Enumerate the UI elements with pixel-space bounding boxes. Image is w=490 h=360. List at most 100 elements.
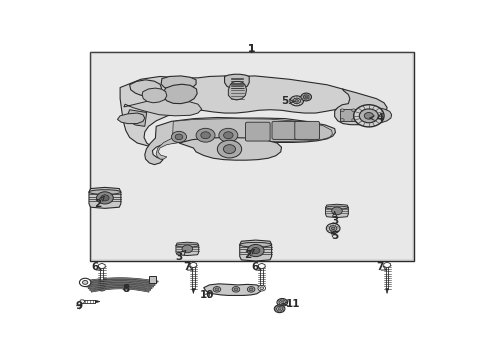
Bar	[82, 300, 96, 303]
Polygon shape	[120, 76, 354, 147]
Circle shape	[354, 105, 384, 127]
Circle shape	[303, 95, 309, 99]
Polygon shape	[386, 288, 389, 293]
Circle shape	[247, 244, 264, 257]
Bar	[90, 51, 415, 261]
Text: 1: 1	[247, 44, 255, 54]
Circle shape	[277, 298, 288, 306]
Circle shape	[352, 109, 356, 112]
Polygon shape	[89, 188, 121, 208]
Circle shape	[234, 288, 238, 291]
Circle shape	[329, 226, 337, 231]
Polygon shape	[224, 74, 249, 89]
Polygon shape	[179, 138, 281, 160]
Circle shape	[305, 96, 308, 98]
Circle shape	[223, 145, 236, 153]
Circle shape	[260, 287, 264, 290]
Polygon shape	[88, 284, 152, 289]
Circle shape	[341, 118, 344, 121]
Polygon shape	[384, 262, 391, 268]
Circle shape	[293, 98, 300, 104]
Circle shape	[369, 118, 373, 121]
Circle shape	[101, 195, 109, 201]
Polygon shape	[163, 84, 197, 104]
Circle shape	[201, 132, 210, 139]
Polygon shape	[161, 76, 196, 90]
Circle shape	[301, 93, 312, 101]
Polygon shape	[190, 262, 196, 268]
Polygon shape	[156, 118, 332, 159]
Circle shape	[251, 247, 260, 253]
Polygon shape	[228, 81, 246, 100]
Circle shape	[359, 109, 378, 123]
Polygon shape	[118, 113, 145, 123]
Ellipse shape	[176, 244, 199, 247]
Circle shape	[175, 134, 183, 140]
Circle shape	[358, 109, 362, 112]
Text: 2: 2	[244, 249, 254, 260]
Circle shape	[278, 307, 281, 310]
Circle shape	[274, 305, 285, 312]
Polygon shape	[87, 283, 153, 287]
Polygon shape	[258, 263, 265, 269]
Circle shape	[79, 278, 91, 287]
Text: 8: 8	[122, 284, 129, 293]
Circle shape	[223, 132, 233, 139]
Polygon shape	[192, 288, 195, 293]
Circle shape	[100, 287, 104, 290]
Polygon shape	[240, 240, 271, 261]
Bar	[260, 266, 263, 285]
Circle shape	[290, 96, 303, 106]
Text: 1: 1	[247, 44, 255, 54]
Circle shape	[364, 112, 373, 119]
Circle shape	[232, 287, 240, 292]
Circle shape	[249, 288, 253, 291]
Polygon shape	[367, 108, 392, 123]
Text: 7: 7	[376, 262, 387, 272]
Circle shape	[352, 118, 356, 121]
Bar	[386, 265, 389, 288]
Bar	[148, 276, 156, 283]
Polygon shape	[85, 281, 155, 285]
Ellipse shape	[89, 190, 121, 194]
Circle shape	[196, 128, 215, 142]
FancyBboxPatch shape	[245, 122, 270, 141]
Text: 5: 5	[282, 96, 294, 107]
Bar	[358, 109, 373, 121]
Polygon shape	[142, 88, 167, 103]
Circle shape	[341, 109, 344, 112]
Polygon shape	[335, 89, 387, 125]
Circle shape	[279, 300, 286, 305]
Circle shape	[369, 109, 373, 112]
Circle shape	[98, 285, 106, 291]
Circle shape	[97, 192, 113, 204]
FancyBboxPatch shape	[295, 121, 319, 139]
Bar	[100, 266, 103, 285]
Ellipse shape	[240, 242, 271, 247]
Text: 9: 9	[76, 301, 83, 311]
Circle shape	[172, 131, 187, 143]
Polygon shape	[82, 278, 158, 282]
Polygon shape	[96, 300, 100, 303]
Text: 3: 3	[175, 251, 186, 262]
Text: 11: 11	[283, 299, 300, 309]
Circle shape	[218, 140, 242, 158]
Circle shape	[332, 207, 342, 215]
Polygon shape	[204, 284, 261, 296]
Circle shape	[82, 280, 88, 284]
Polygon shape	[79, 300, 85, 303]
Text: 4: 4	[370, 113, 384, 123]
Polygon shape	[84, 279, 157, 284]
Circle shape	[213, 287, 220, 292]
Text: 6: 6	[92, 262, 102, 272]
Ellipse shape	[325, 206, 348, 209]
Text: 2: 2	[94, 197, 104, 209]
Circle shape	[331, 227, 335, 230]
Text: 6: 6	[251, 262, 261, 272]
Circle shape	[358, 118, 362, 121]
Text: 10: 10	[200, 291, 215, 301]
Polygon shape	[127, 110, 147, 126]
Polygon shape	[176, 242, 199, 256]
Bar	[91, 52, 413, 260]
Polygon shape	[145, 117, 336, 165]
